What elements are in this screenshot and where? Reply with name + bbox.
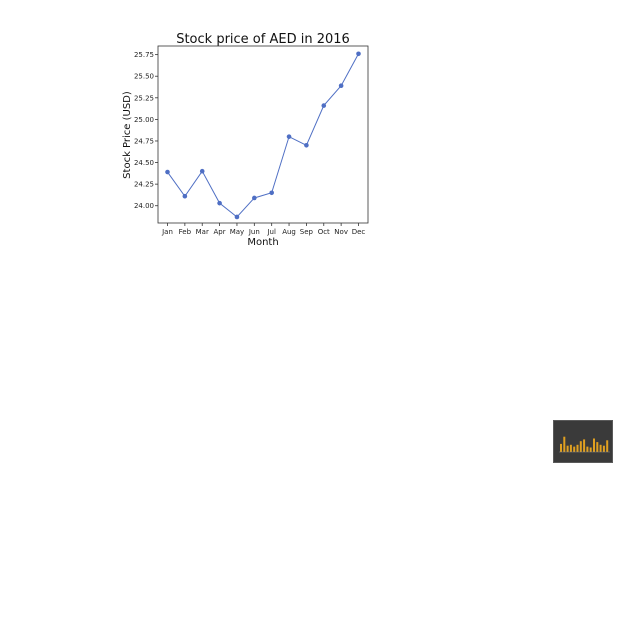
x-tick-label: Oct <box>318 228 330 236</box>
thumbnail-bars <box>559 436 610 453</box>
y-tick-label: 24.50 <box>134 159 154 167</box>
thumbnail-bar <box>602 445 605 452</box>
data-point-sep <box>304 142 309 148</box>
chart-thumbnail[interactable] <box>553 420 613 463</box>
thumbnail-bar <box>566 445 569 452</box>
thumbnail-bar <box>563 436 566 452</box>
thumbnail-bar <box>599 444 602 452</box>
y-axis: 24.00 24.25 24.50 24.75 25.00 25.25 25.50 25.75 <box>134 51 158 210</box>
x-tick-label: Feb <box>179 228 192 236</box>
data-point-jun <box>252 195 257 201</box>
thumbnail-bar <box>586 446 589 452</box>
y-tick-label: 24.00 <box>134 202 154 210</box>
y-tick-label: 25.75 <box>134 51 154 59</box>
x-tick-label: Dec <box>352 228 366 236</box>
y-tick-label: 25.25 <box>134 94 154 102</box>
data-points <box>165 51 361 220</box>
data-point-jan <box>165 169 170 175</box>
x-tick-label: Sep <box>300 228 314 236</box>
y-tick-label: 24.75 <box>134 137 154 145</box>
thumbnail-bar <box>593 438 595 452</box>
thumbnail-bar <box>573 446 576 452</box>
x-tick-label: Jun <box>248 228 260 236</box>
data-point-aug <box>286 134 292 139</box>
y-axis-title: Stock Price (USD) <box>122 91 133 179</box>
x-tick-label: Nov <box>334 228 348 236</box>
y-tick-label: 25.00 <box>134 116 154 124</box>
y-tick-label: 24.25 <box>134 181 154 189</box>
plot-frame <box>157 45 369 224</box>
data-point-nov <box>338 83 344 89</box>
thumbnail-bar <box>560 443 562 452</box>
data-point-feb <box>182 193 188 199</box>
thumbnail-bar <box>583 439 586 452</box>
x-axis-title: Month <box>247 237 278 248</box>
thumbnail-bar <box>576 444 579 452</box>
data-point-oct <box>321 103 327 108</box>
data-point-dec <box>356 51 361 57</box>
x-axis: Jan Feb Mar Apr May Jun Jul Aug Sep Oct Nov Dec <box>161 223 365 236</box>
x-tick-label: Jul <box>266 228 276 236</box>
y-tick-label: 25.50 <box>134 73 154 81</box>
series-line <box>167 53 359 218</box>
thumbnail-bar <box>569 444 572 452</box>
data-point-mar <box>199 168 205 174</box>
thumbnail-bar <box>579 441 582 452</box>
x-tick-label: Jan <box>161 228 173 236</box>
x-tick-label: Mar <box>196 228 209 236</box>
x-tick-label: May <box>230 228 244 236</box>
thumbnail-bar <box>589 447 592 452</box>
thumbnail-bar <box>596 442 599 452</box>
chart-title: Stock price of AED in 2016 <box>176 32 350 47</box>
data-point-may <box>234 214 240 220</box>
data-point-jul <box>269 190 274 196</box>
thumbnail-bar <box>606 440 609 452</box>
x-tick-label: Aug <box>282 228 296 236</box>
x-tick-label: Apr <box>214 228 226 236</box>
data-point-apr <box>217 200 222 206</box>
